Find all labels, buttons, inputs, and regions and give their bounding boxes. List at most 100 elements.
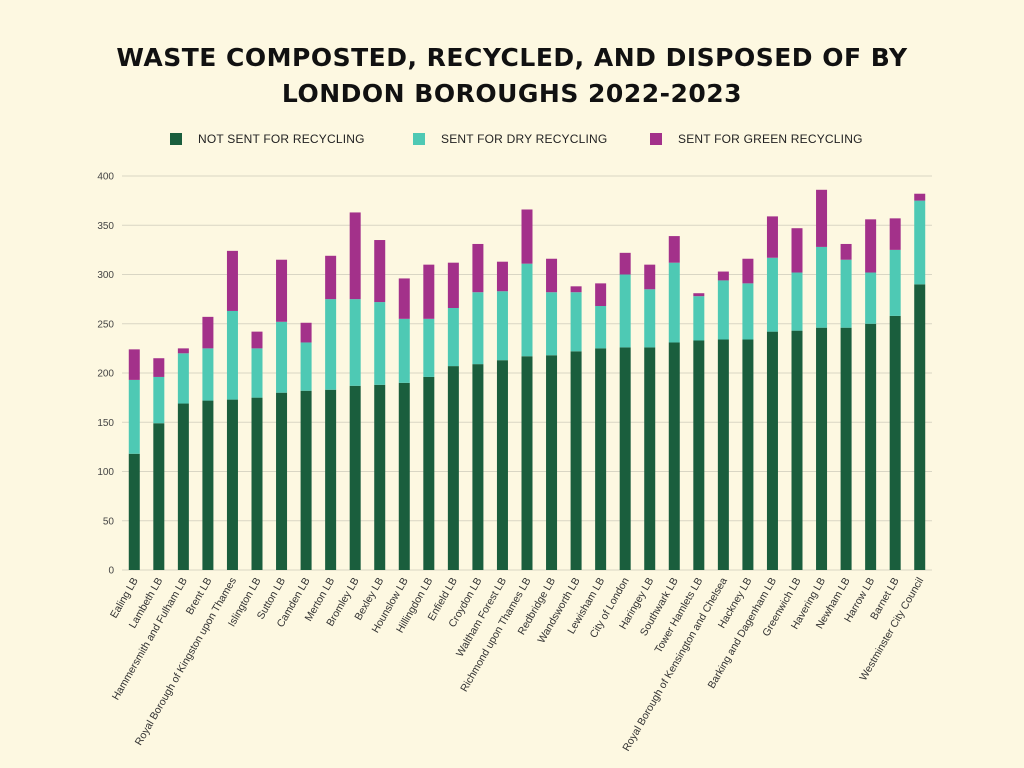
legend-item-green: SENT FOR GREEN RECYCLING [650,132,863,146]
bar-segment-not_sent [447,366,459,570]
bar-segment-dry [865,272,877,324]
bar-segment-dry [595,306,607,349]
bar-segment-dry [668,262,680,343]
bar-segment-not_sent [374,384,386,570]
bar-segment-green [693,293,705,297]
y-tick-label: 350 [97,221,114,232]
bar-segment-dry [325,299,337,390]
bar-segment-dry [423,318,435,377]
bar-segment-not_sent [398,382,410,570]
bar-segment-green [447,262,459,308]
bar-segment-dry [693,296,705,341]
bar-segment-not_sent [816,327,828,570]
bar-segment-green [840,243,852,260]
bar-segment-not_sent [325,389,337,570]
bar-segment-dry [840,259,852,328]
legend-item-not-sent: NOT SENT FOR RECYCLING [170,132,365,146]
chart-title-line-1: WASTE COMPOSTED, RECYCLED, AND DISPOSED … [116,43,908,72]
bar-segment-dry [521,263,533,357]
bar-segment-green [325,255,337,300]
bar-segment-green [816,189,828,247]
bar-segment-dry [816,246,828,328]
bar-segment-not_sent [668,342,680,570]
bar-segment-dry [496,291,508,361]
bar-segment-green [619,252,631,275]
legend-swatch-dry [413,133,425,145]
chart-title-line-2: LONDON BOROUGHS 2022-2023 [281,79,743,108]
bar-segment-green [300,322,312,343]
bar-segment-dry [128,379,140,454]
bar-segment-green [717,271,729,281]
bar-segment-green [153,358,165,377]
bar-segment-not_sent [693,340,705,570]
bar-segment-dry [546,292,558,356]
bar-segment-not_sent [128,453,140,570]
bar-segment-green [374,240,386,303]
legend-label-not-sent: NOT SENT FOR RECYCLING [198,132,365,146]
bar-segment-green [865,219,877,273]
bar-segment-dry [300,342,312,391]
y-tick-label: 300 [97,270,114,281]
bar-segment-dry [447,307,459,367]
bar-segment-green [177,348,189,354]
bar-segment-green [398,278,410,319]
bar-segment-not_sent [472,364,484,570]
bar-segment-not_sent [251,397,263,570]
bar-segment-green [889,218,901,250]
bar-segment-not_sent [791,330,803,570]
bar-segment-not_sent [423,376,435,570]
legend-swatch-not-sent [170,133,182,145]
bar-segment-green [521,209,533,264]
bar-segment-dry [791,272,803,331]
bar-segment-not_sent [570,351,582,570]
chart-legend: NOT SENT FOR RECYCLING SENT FOR DRY RECY… [0,132,1024,152]
bar-segment-not_sent [496,360,508,570]
bar-segment-green [202,316,214,349]
y-tick-label: 250 [97,319,114,330]
bar-segment-dry [889,249,901,316]
bar-segment-green [276,259,288,322]
legend-label-green: SENT FOR GREEN RECYCLING [678,132,863,146]
bar-segment-dry [914,200,926,285]
bar-segment-green [570,286,582,293]
bar-segment-green [742,258,754,284]
bar-segment-not_sent [840,327,852,570]
bar-segment-green [226,250,238,311]
bar-segment-green [791,228,803,273]
bar-segment-not_sent [889,315,901,570]
bar-segment-dry [398,318,410,383]
bar-segment-green [349,212,361,300]
bar-segment-green [766,216,778,258]
bar-segment-green [546,258,558,293]
bar-segment-green [496,261,508,292]
bar-segment-not_sent [619,347,631,570]
bar-segment-dry [619,274,631,348]
bar-segment-not_sent [300,390,312,570]
bar-segment-dry [742,283,754,340]
bar-segment-not_sent [226,399,238,570]
bar-segment-dry [202,348,214,401]
bar-segment-green [423,264,435,319]
bar-segment-green [472,243,484,293]
bar-segment-not_sent [177,403,189,570]
bar-segment-not_sent [865,323,877,570]
bar-segment-dry [251,348,263,398]
bar-segment-not_sent [644,347,656,570]
bar-segment-green [644,264,656,290]
legend-swatch-green [650,133,662,145]
y-tick-label: 150 [97,418,114,429]
bar-segment-dry [472,292,484,365]
bar-segment-not_sent [766,331,778,570]
y-tick-label: 100 [97,467,114,478]
bar-segment-not_sent [521,356,533,570]
bar-segment-green [914,193,926,201]
bar-segment-dry [177,353,189,404]
bar-segment-dry [349,299,361,386]
bar-segment-not_sent [914,284,926,570]
legend-label-dry: SENT FOR DRY RECYCLING [441,132,608,146]
y-tick-label: 0 [108,566,114,577]
y-tick-label: 400 [97,172,114,183]
bar-segment-not_sent [349,385,361,570]
bar-segment-dry [717,280,729,340]
